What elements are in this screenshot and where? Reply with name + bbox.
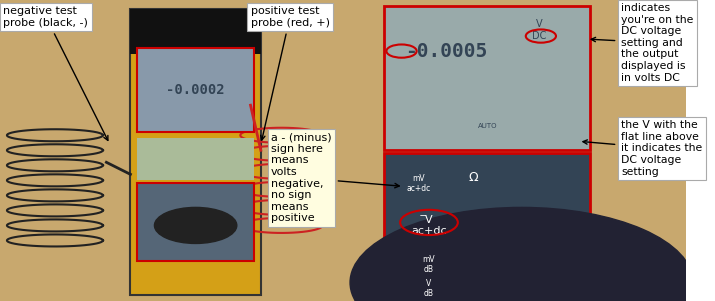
- Text: positive test
probe (red, +): positive test probe (red, +): [250, 6, 330, 140]
- Text: mV
dB: mV dB: [423, 255, 435, 274]
- Text: the V with the
flat line above
it indicates the
DC voltage
setting: the V with the flat line above it indica…: [583, 120, 702, 177]
- Bar: [385, 153, 591, 298]
- Text: V
dB: V dB: [424, 279, 434, 298]
- Circle shape: [154, 207, 237, 244]
- Bar: [130, 9, 261, 54]
- Text: -0.0002: -0.0002: [167, 83, 225, 97]
- Bar: [137, 48, 254, 132]
- Text: -0.0005: -0.0005: [405, 42, 487, 61]
- Bar: [137, 183, 254, 262]
- Text: indicates
you're on the
DC voltage
setting and
the output
displayed is
in volts : indicates you're on the DC voltage setti…: [591, 3, 694, 82]
- Text: AUTO: AUTO: [478, 123, 497, 129]
- Text: ̅V
ac+dc: ̅V ac+dc: [411, 215, 447, 236]
- Text: mV
ac+dc: mV ac+dc: [407, 174, 431, 193]
- Bar: [130, 9, 261, 295]
- Text: negative test
probe (black, -): negative test probe (black, -): [4, 6, 108, 140]
- Text: V
DC: V DC: [532, 19, 546, 41]
- Bar: [137, 138, 254, 180]
- Text: a - (minus)
sign here
means
volts
negative,
no sign
means
positive: a - (minus) sign here means volts negati…: [271, 132, 399, 223]
- Text: Ω: Ω: [469, 171, 478, 184]
- Bar: [385, 6, 591, 150]
- Circle shape: [350, 207, 694, 301]
